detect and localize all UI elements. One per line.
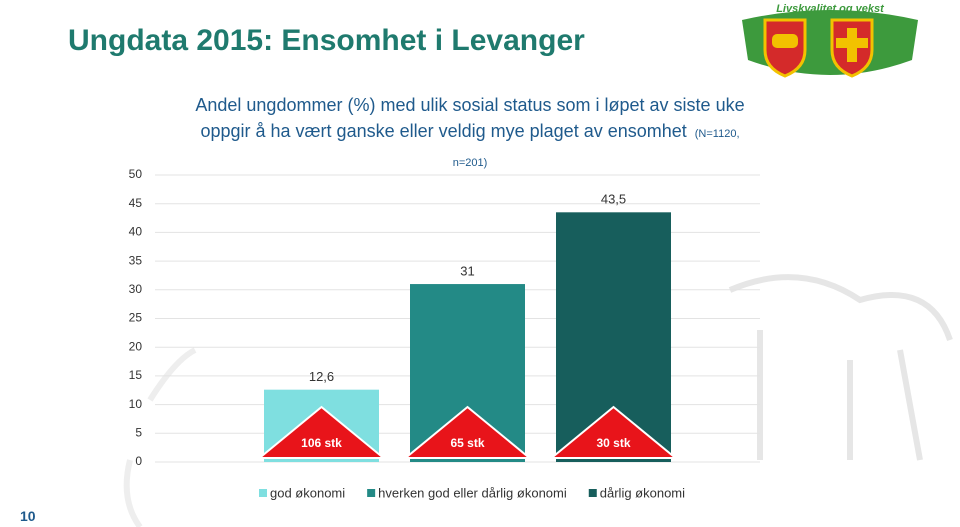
chart-subtitle: (N=1120, n=201) [452, 128, 740, 169]
logo: Livskvalitet og vekst [742, 3, 918, 78]
legend-swatch [588, 489, 597, 497]
slide-title: Ungdata 2015: Ensomhet i Levanger [68, 24, 585, 57]
data-label: 12,6 [309, 369, 334, 384]
legend-swatch [259, 489, 267, 497]
y-tick-label: 20 [129, 339, 143, 353]
y-tick-label: 5 [135, 425, 142, 439]
logo-horse [772, 34, 798, 48]
legend-label: hverken god eller dårlig økonomi [378, 485, 567, 500]
annotation: 65 stk [450, 436, 484, 450]
logo-cross [836, 38, 868, 48]
legend-swatch [367, 489, 376, 497]
y-tick-label: 0 [135, 454, 142, 468]
data-label: 31 [460, 263, 474, 278]
data-label: 43,5 [601, 192, 626, 207]
legend-label: god økonomi [270, 485, 345, 500]
legend-label: dårlig økonomi [600, 485, 685, 500]
annotation: 30 stk [596, 436, 630, 450]
annotation: 106 stk [301, 436, 342, 450]
y-tick-label: 10 [129, 397, 143, 411]
annotation-arrow [256, 405, 387, 459]
background-horse [728, 274, 953, 461]
y-tick-label: 35 [129, 253, 143, 267]
y-tick-label: 15 [129, 368, 143, 382]
annotation-arrow [402, 405, 533, 459]
background-decoration [123, 347, 197, 527]
y-tick-label: 45 [129, 196, 143, 210]
chart-title-box: Andel ungdommer (%) med ulik sosial stat… [190, 92, 750, 176]
y-tick-label: 40 [129, 225, 143, 239]
y-tick-label: 30 [129, 282, 143, 296]
chart-title: Andel ungdommer (%) med ulik sosial stat… [195, 95, 745, 141]
y-tick-label: 25 [129, 311, 143, 325]
y-tick-label: 50 [129, 167, 143, 181]
annotation-arrow [548, 405, 679, 459]
logo-text: Livskvalitet og vekst [776, 3, 885, 15]
page-number: 10 [20, 508, 36, 524]
